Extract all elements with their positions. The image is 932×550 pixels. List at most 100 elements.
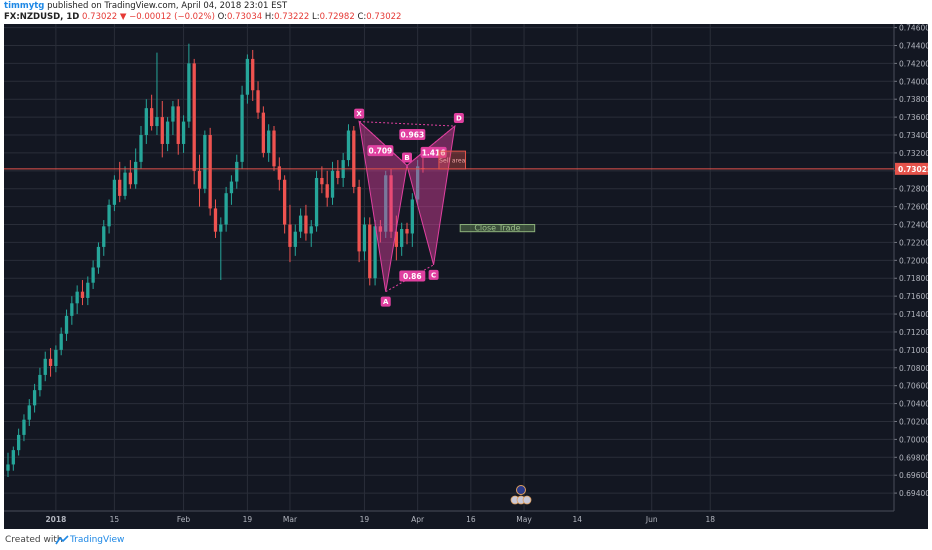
ratio-label-box [367,145,394,157]
ratio-label-box [420,146,447,158]
high-label: H: [264,12,275,22]
candle-body [187,63,191,122]
avatar-icon [522,495,532,505]
candle-body [123,172,127,196]
x-tick-label: 19 [243,515,253,524]
y-tick-label: 0.74000 [899,77,928,86]
y-tick-label: 0.73800 [899,95,928,104]
open-label: O: [217,12,227,22]
tradingview-logo-icon [55,535,69,548]
pattern-ratio-line [358,121,408,166]
footer: Created with TradingView [0,531,932,550]
candle-body [107,204,111,227]
ratio-label: 0.86 [403,272,422,281]
candle-body [415,166,420,200]
candle-body [197,170,202,189]
y-tick-label: 0.74200 [899,59,928,68]
candle-body [91,267,95,283]
x-tick-label: 14 [572,515,582,524]
candlestick-chart[interactable]: 0.74600 0.74400 0.74200 0.74000 0.73800 0.736… [4,24,932,529]
y-tick-label: 0.72800 [899,185,928,194]
price-change: −0.00012 (−0.02%) [129,12,215,22]
y-tick-label: 0.70200 [899,417,928,426]
candle-body [22,419,26,435]
candle-body [27,405,31,420]
candle-body [43,358,47,375]
x-tick-label: Mar [283,515,298,524]
x-tick-label: Apr [411,515,425,524]
pattern-point-label: C [431,271,436,279]
y-tick-label: 0.74400 [899,41,928,50]
candle-body [64,315,69,334]
candle-body [330,170,335,198]
candle-body [288,224,292,247]
y-tick-label: 0.69400 [899,489,928,498]
candle-body [277,166,281,180]
author-name[interactable]: timmytg [4,1,45,11]
low-value: 0.72982 [319,12,355,22]
candle-body [267,130,271,153]
candle-body [171,106,175,122]
y-tick-label: 0.70000 [899,435,928,444]
candle-body [208,135,212,209]
pattern-point-marker [453,113,464,124]
candle-body [368,224,372,279]
symbol-line: FX:NZDUSD, 1D 0.73022 ▼ −0.00012 (−0.02%… [4,12,401,22]
candle-body [320,177,324,185]
candle-body [410,199,414,234]
current-price-tag [895,162,928,175]
high-value: 0.73222 [274,12,310,22]
candle-body [256,90,260,113]
down-arrow-icon: ▼ [119,12,127,22]
x-tick-label: 2018 [45,515,66,524]
ratio-label: 1.416 [422,148,446,157]
candle-body [96,246,101,268]
candle-body [118,179,122,196]
candle-body [394,231,399,247]
pattern-point-marker [428,269,439,280]
candle-body [219,224,223,232]
close-value: 0.73022 [366,12,402,22]
candle-body [235,161,239,182]
current-price-tag-label: 0.73022 [898,165,928,174]
candle-body [54,349,58,366]
y-tick-label: 0.71200 [899,328,928,337]
candle-body [357,186,361,252]
x-tick-label: Jun [645,515,658,524]
chart-panel[interactable]: 0.74600 0.74400 0.74200 0.74000 0.73800 0.736… [4,24,932,529]
tradingview-brand-link[interactable]: TradingView [70,535,125,545]
low-label: L: [311,12,320,22]
pattern-point-label: A [383,298,389,306]
candle-body [70,303,74,316]
x-tick-label: 15 [110,515,120,524]
candle-body [229,181,234,194]
y-tick-label: 0.69600 [899,471,928,480]
candle-body [102,226,106,247]
candle-body [389,175,393,232]
candle-body [134,161,138,185]
y-tick-label: 0.71000 [899,346,928,355]
ratio-label-box [399,129,426,141]
pattern-point-label: X [356,110,362,118]
candle-body [384,175,388,232]
candle-body [32,390,37,406]
candle-body [160,117,164,144]
candle-body [149,108,154,127]
candle-body [298,215,303,232]
y-tick-label: 0.71800 [899,274,928,283]
y-tick-label: 0.72000 [899,256,928,265]
candle-body [59,333,63,350]
publish-line: timmytg published on TradingView.com, Ap… [4,1,287,11]
pattern-point-marker [402,152,412,163]
y-tick-label: 0.73400 [899,131,928,140]
candle-body [293,231,297,247]
candle-body [362,224,367,252]
x-tick-label: Feb [177,515,191,524]
publish-info: published on TradingView.com, April 04, … [47,1,288,11]
candle-body [282,179,287,225]
candle-body [6,464,10,471]
candle-body [378,226,383,232]
avatar-icon [516,485,526,495]
candle-body [309,226,313,234]
close-trade-label: Close Trade [474,224,520,233]
